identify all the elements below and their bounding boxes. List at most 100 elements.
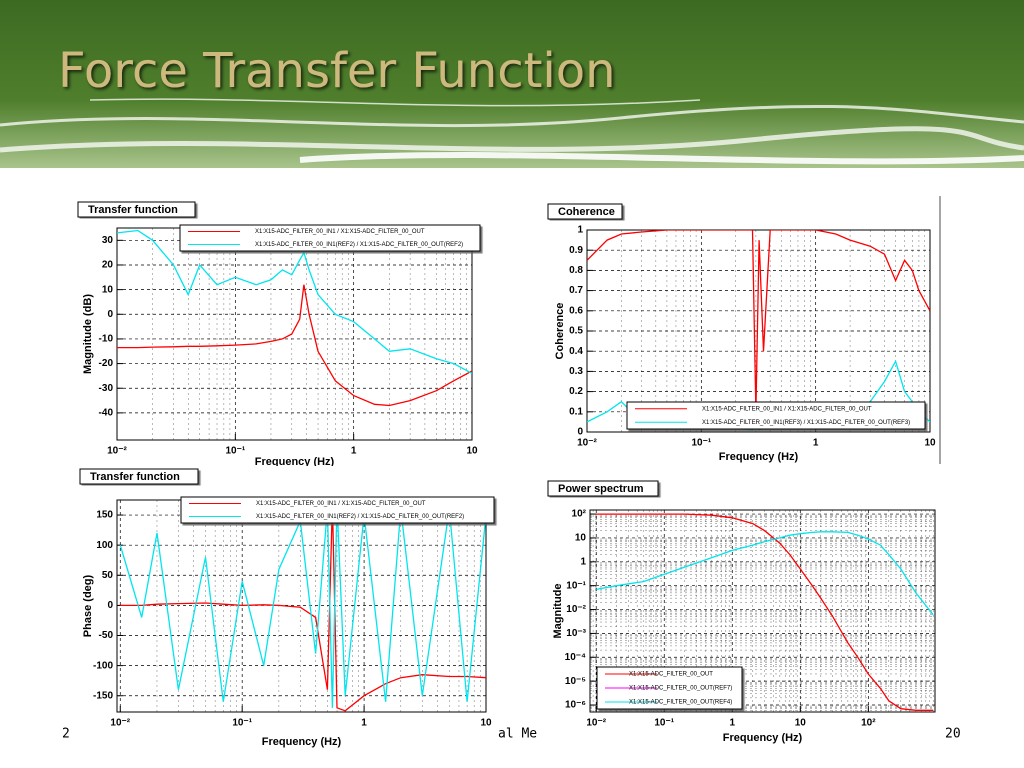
series-line — [596, 513, 934, 711]
x-tick-label: 10⁻² — [110, 718, 130, 729]
legend-label: X1:X15-ADC_FILTER_00_IN1 / X1:X15-ADC_FI… — [256, 501, 426, 507]
legend-label: X1:X15-ADC_FILTER_00_IN1(REF2) / X1:X15-… — [255, 242, 463, 248]
x-axis-label: Frequency (Hz) — [723, 732, 803, 744]
x-tick-label: 10 — [480, 718, 492, 729]
y-tick-label: 10⁻⁶ — [565, 700, 586, 711]
y-tick-label: 10 — [102, 284, 114, 295]
panel-title-box — [77, 201, 196, 218]
legend-label: X1:X15-ADC_FILTER_00_IN1 / X1:X15-ADC_FI… — [255, 229, 425, 235]
y-tick-label: 0.3 — [569, 366, 583, 377]
x-tick-label: 10⁻¹ — [225, 446, 245, 457]
y-tick-label: -150 — [93, 690, 113, 701]
legend-label: X1:X15-ADC_FILTER_00_IN1(REF3) / X1:X15-… — [702, 420, 910, 426]
y-tick-label: 10 — [575, 533, 587, 544]
series-line — [117, 229, 472, 374]
x-tick-label: 10⁻² — [107, 446, 127, 457]
x-axis-label: Frequency (Hz) — [262, 736, 342, 748]
y-axis-label: Coherence — [554, 303, 566, 360]
y-tick-label: 0 — [107, 309, 113, 320]
panel-title: Coherence — [558, 206, 615, 218]
legend-label: X1:X15-ADC_FILTER_00_OUT — [629, 672, 713, 678]
x-axis-label: Frequency (Hz) — [719, 451, 799, 463]
panel-title-box — [547, 203, 623, 220]
y-tick-label: 1 — [577, 225, 583, 236]
legend-label: X1:X15-ADC_FILTER_00_OUT(REF4) — [629, 700, 732, 706]
chart: 10⁻² 10⁻¹ 1 10 -150 -100 -50 0 50 100 150 Frequency… — [76, 466, 495, 752]
y-tick-label: 0.9 — [569, 245, 583, 256]
series-line — [120, 502, 486, 712]
y-tick-label: 20 — [102, 260, 114, 271]
x-tick-label: 1 — [351, 446, 357, 457]
footer-left: 2 — [62, 727, 70, 742]
legend: X1:X15-ADC_FILTER_00_IN1 / X1:X15-ADC_FI… — [180, 496, 495, 524]
y-tick-label: -50 — [99, 630, 114, 641]
y-tick-label: 150 — [96, 510, 113, 521]
y-tick-label: 0 — [577, 427, 583, 438]
legend: X1:X15-ADC_FILTER_00_IN1 / X1:X15-ADC_FI… — [179, 224, 481, 252]
series-line — [117, 284, 472, 407]
x-tick-label: 10⁻² — [577, 438, 597, 449]
x-tick-label: 10⁻² — [586, 718, 606, 729]
x-axis-label: Frequency (Hz) — [255, 456, 335, 468]
y-tick-label: -40 — [99, 408, 114, 419]
y-tick-label: 0.6 — [569, 305, 583, 316]
header-swooshes — [0, 98, 1024, 165]
y-tick-label: 10⁻⁴ — [565, 652, 586, 663]
y-axis-label: Magnitude — [552, 584, 564, 639]
panel-title: Transfer function — [88, 204, 178, 216]
legend-label: X1:X15-ADC_FILTER_00_IN1(REF2) / X1:X15-… — [256, 514, 464, 520]
panel-title: Power spectrum — [558, 483, 644, 495]
panel-title-box — [79, 468, 199, 485]
x-tick-label: 10 — [466, 446, 478, 457]
y-tick-label: 10⁻³ — [566, 628, 586, 639]
slide-title: Force Transfer Function — [58, 43, 616, 99]
page-number: 20 — [945, 727, 961, 742]
y-tick-label: -30 — [99, 383, 114, 394]
y-tick-label: 10² — [572, 509, 587, 520]
panel-title: Transfer function — [90, 471, 180, 483]
y-tick-label: 0.8 — [569, 265, 583, 276]
y-tick-label: -100 — [93, 660, 113, 671]
legend-label: X1:X15-ADC_FILTER_00_OUT(REF7) — [629, 686, 732, 692]
y-axis-label: Magnitude (dB) — [82, 294, 94, 374]
x-tick-label: 1 — [729, 718, 735, 729]
x-tick-label: 10 — [924, 438, 936, 449]
y-tick-label: -20 — [99, 358, 114, 369]
x-tick-label: 1 — [361, 718, 367, 729]
legend: X1:X15-ADC_FILTER_00_OUT X1:X15-ADC_FILTE… — [596, 666, 743, 710]
y-tick-label: 0.4 — [569, 346, 583, 357]
x-tick-label: 10² — [861, 718, 876, 729]
y-tick-label: 10⁻⁵ — [565, 676, 586, 687]
chart: 10⁻² 10⁻¹ 1 10 0 0.1 0.2 0.3 0.4 0.5 0.6 0.7 0.8 0.9 1… — [544, 198, 938, 464]
y-tick-label: 50 — [102, 570, 114, 581]
y-tick-label: 0.2 — [569, 386, 583, 397]
y-tick-label: 0.5 — [569, 326, 583, 337]
legend-box — [626, 401, 926, 430]
y-tick-label: 1 — [580, 556, 586, 567]
plot-area — [116, 227, 473, 441]
y-tick-label: 0.1 — [569, 406, 583, 417]
x-tick-label: 10 — [795, 718, 807, 729]
x-tick-label: 1 — [813, 438, 819, 449]
x-tick-label: 10⁻¹ — [691, 438, 711, 449]
y-tick-label: 10⁻² — [566, 604, 586, 615]
x-tick-label: 10⁻¹ — [232, 718, 252, 729]
legend-box — [179, 224, 481, 252]
legend-label: X1:X15-ADC_FILTER_00_IN1 / X1:X15-ADC_FI… — [702, 406, 872, 412]
y-tick-label: 30 — [102, 235, 114, 246]
series-line — [119, 502, 486, 708]
y-tick-label: 100 — [96, 540, 113, 551]
footer-center: al Me — [498, 727, 537, 742]
y-tick-label: 10⁻¹ — [566, 580, 586, 591]
header-band — [0, 0, 1024, 168]
legend: X1:X15-ADC_FILTER_00_IN1 / X1:X15-ADC_FI… — [626, 401, 926, 430]
series-line — [587, 230, 930, 412]
x-tick-label: 10⁻¹ — [654, 718, 674, 729]
y-tick-label: -10 — [99, 334, 114, 345]
y-tick-label: 0 — [107, 600, 113, 611]
y-tick-label: 0.7 — [569, 285, 583, 296]
chart: 10⁻² 10⁻¹ 1 10 10² 10⁻⁶ 10⁻⁵ 10⁻⁴ 10⁻³ 10⁻² 10⁻¹ 1 1… — [544, 478, 940, 752]
y-axis-label: Phase (deg) — [82, 574, 94, 637]
